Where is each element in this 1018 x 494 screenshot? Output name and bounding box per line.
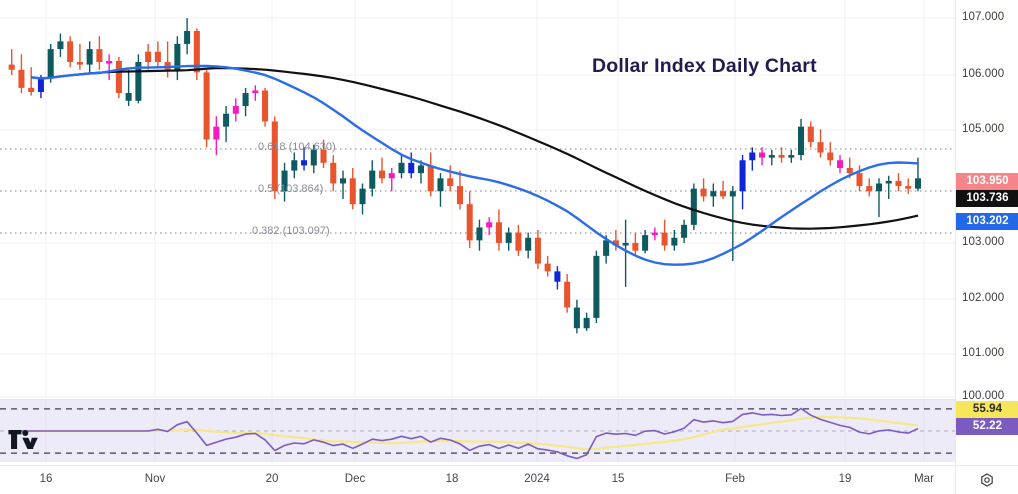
rsi-pane[interactable] [0, 400, 955, 462]
rsi-ma-badge[interactable]: 55.94 [956, 401, 1018, 418]
time-tick: Dec [344, 473, 366, 485]
time-tick: 19 [838, 473, 852, 485]
time-tick: 16 [39, 473, 53, 485]
last-price-badge[interactable]: 103.950 [956, 173, 1018, 190]
tradingview-logo-icon [8, 430, 40, 449]
price-tick: 102.000 [962, 292, 1005, 304]
page-title: Dollar Index Daily Chart [592, 55, 817, 77]
time-tick: 20 [265, 473, 279, 485]
time-tick: 18 [445, 473, 459, 485]
price-tick: 107.000 [962, 11, 1005, 23]
time-tick: Feb [725, 473, 745, 485]
price-tick: 103.000 [962, 236, 1005, 248]
fib-05-label: 0.5 (103.864) [258, 183, 324, 195]
price-tick: 105.000 [962, 123, 1005, 135]
rsi-plot [0, 400, 955, 462]
time-axis[interactable]: 16 Nov 20 Dec 18 2024 15 Feb 19 Mar [0, 465, 1018, 494]
fib-0618-label: 0.618 (104.630) [258, 141, 336, 153]
fib-0382-label: 0.382 (103.097) [252, 225, 330, 237]
price-axis[interactable]: 107.000 106.000 105.000 103.000 102.000 101.0… [955, 0, 1018, 465]
price-plot [0, 0, 955, 398]
time-tick: 2024 [524, 473, 550, 485]
time-tick: Mar [914, 473, 934, 485]
price-pane[interactable] [0, 0, 955, 398]
ma-price-badge[interactable]: 103.202 [956, 213, 1018, 230]
close-price-badge[interactable]: 103.736 [956, 190, 1018, 207]
rsi-value-badge[interactable]: 52.22 [956, 418, 1018, 435]
price-tick: 106.000 [962, 68, 1005, 80]
price-tick: 100.000 [962, 390, 1005, 402]
axis-corner-divider [955, 466, 956, 494]
time-tick: 15 [611, 473, 625, 485]
settings-gear-icon[interactable] [978, 472, 996, 490]
pane-separator [0, 399, 955, 400]
price-tick: 101.000 [962, 347, 1005, 359]
time-tick: Nov [144, 473, 166, 485]
